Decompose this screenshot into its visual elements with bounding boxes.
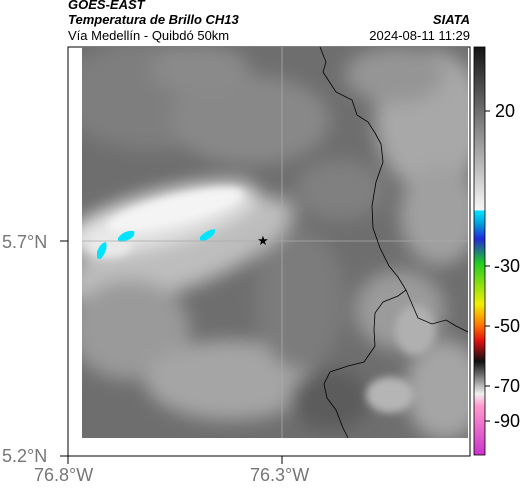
colorbar-ticks — [485, 110, 490, 422]
axis-ticks — [60, 240, 283, 464]
colorbar-tick-label: -90 — [494, 411, 521, 431]
colorbar — [473, 46, 486, 456]
lat-tick-label: 5.7°N — [2, 232, 48, 252]
cold-cloud-patch — [118, 230, 135, 242]
department-border-lines — [319, 47, 468, 438]
cold-cloud-patch — [200, 229, 216, 241]
cold-cloud-patch — [97, 242, 107, 260]
lon-tick-label: 76.3°W — [250, 465, 310, 485]
colorbar-tick-label: -30 — [494, 256, 521, 276]
organization-label: SIATA — [432, 12, 470, 27]
colorbar-tick-label: -70 — [494, 376, 521, 396]
lat-tick-label: 5.2°N — [2, 446, 48, 466]
brightness-temperature-image — [82, 47, 468, 438]
satellite-title: GOES-EAST — [68, 0, 145, 12]
colorbar-tick-label: 20 — [495, 101, 516, 121]
location-star-icon: ★ — [257, 234, 269, 249]
colorbar-tick-label: -50 — [494, 316, 521, 336]
region-subtitle: Vía Medellín - Quibdó 50km — [68, 28, 230, 43]
lon-tick-label: 76.8°W — [34, 465, 94, 485]
product-title: Temperatura de Brillo CH13 — [68, 12, 239, 27]
timestamp-label: 2024-08-11 11:29 — [369, 28, 470, 43]
